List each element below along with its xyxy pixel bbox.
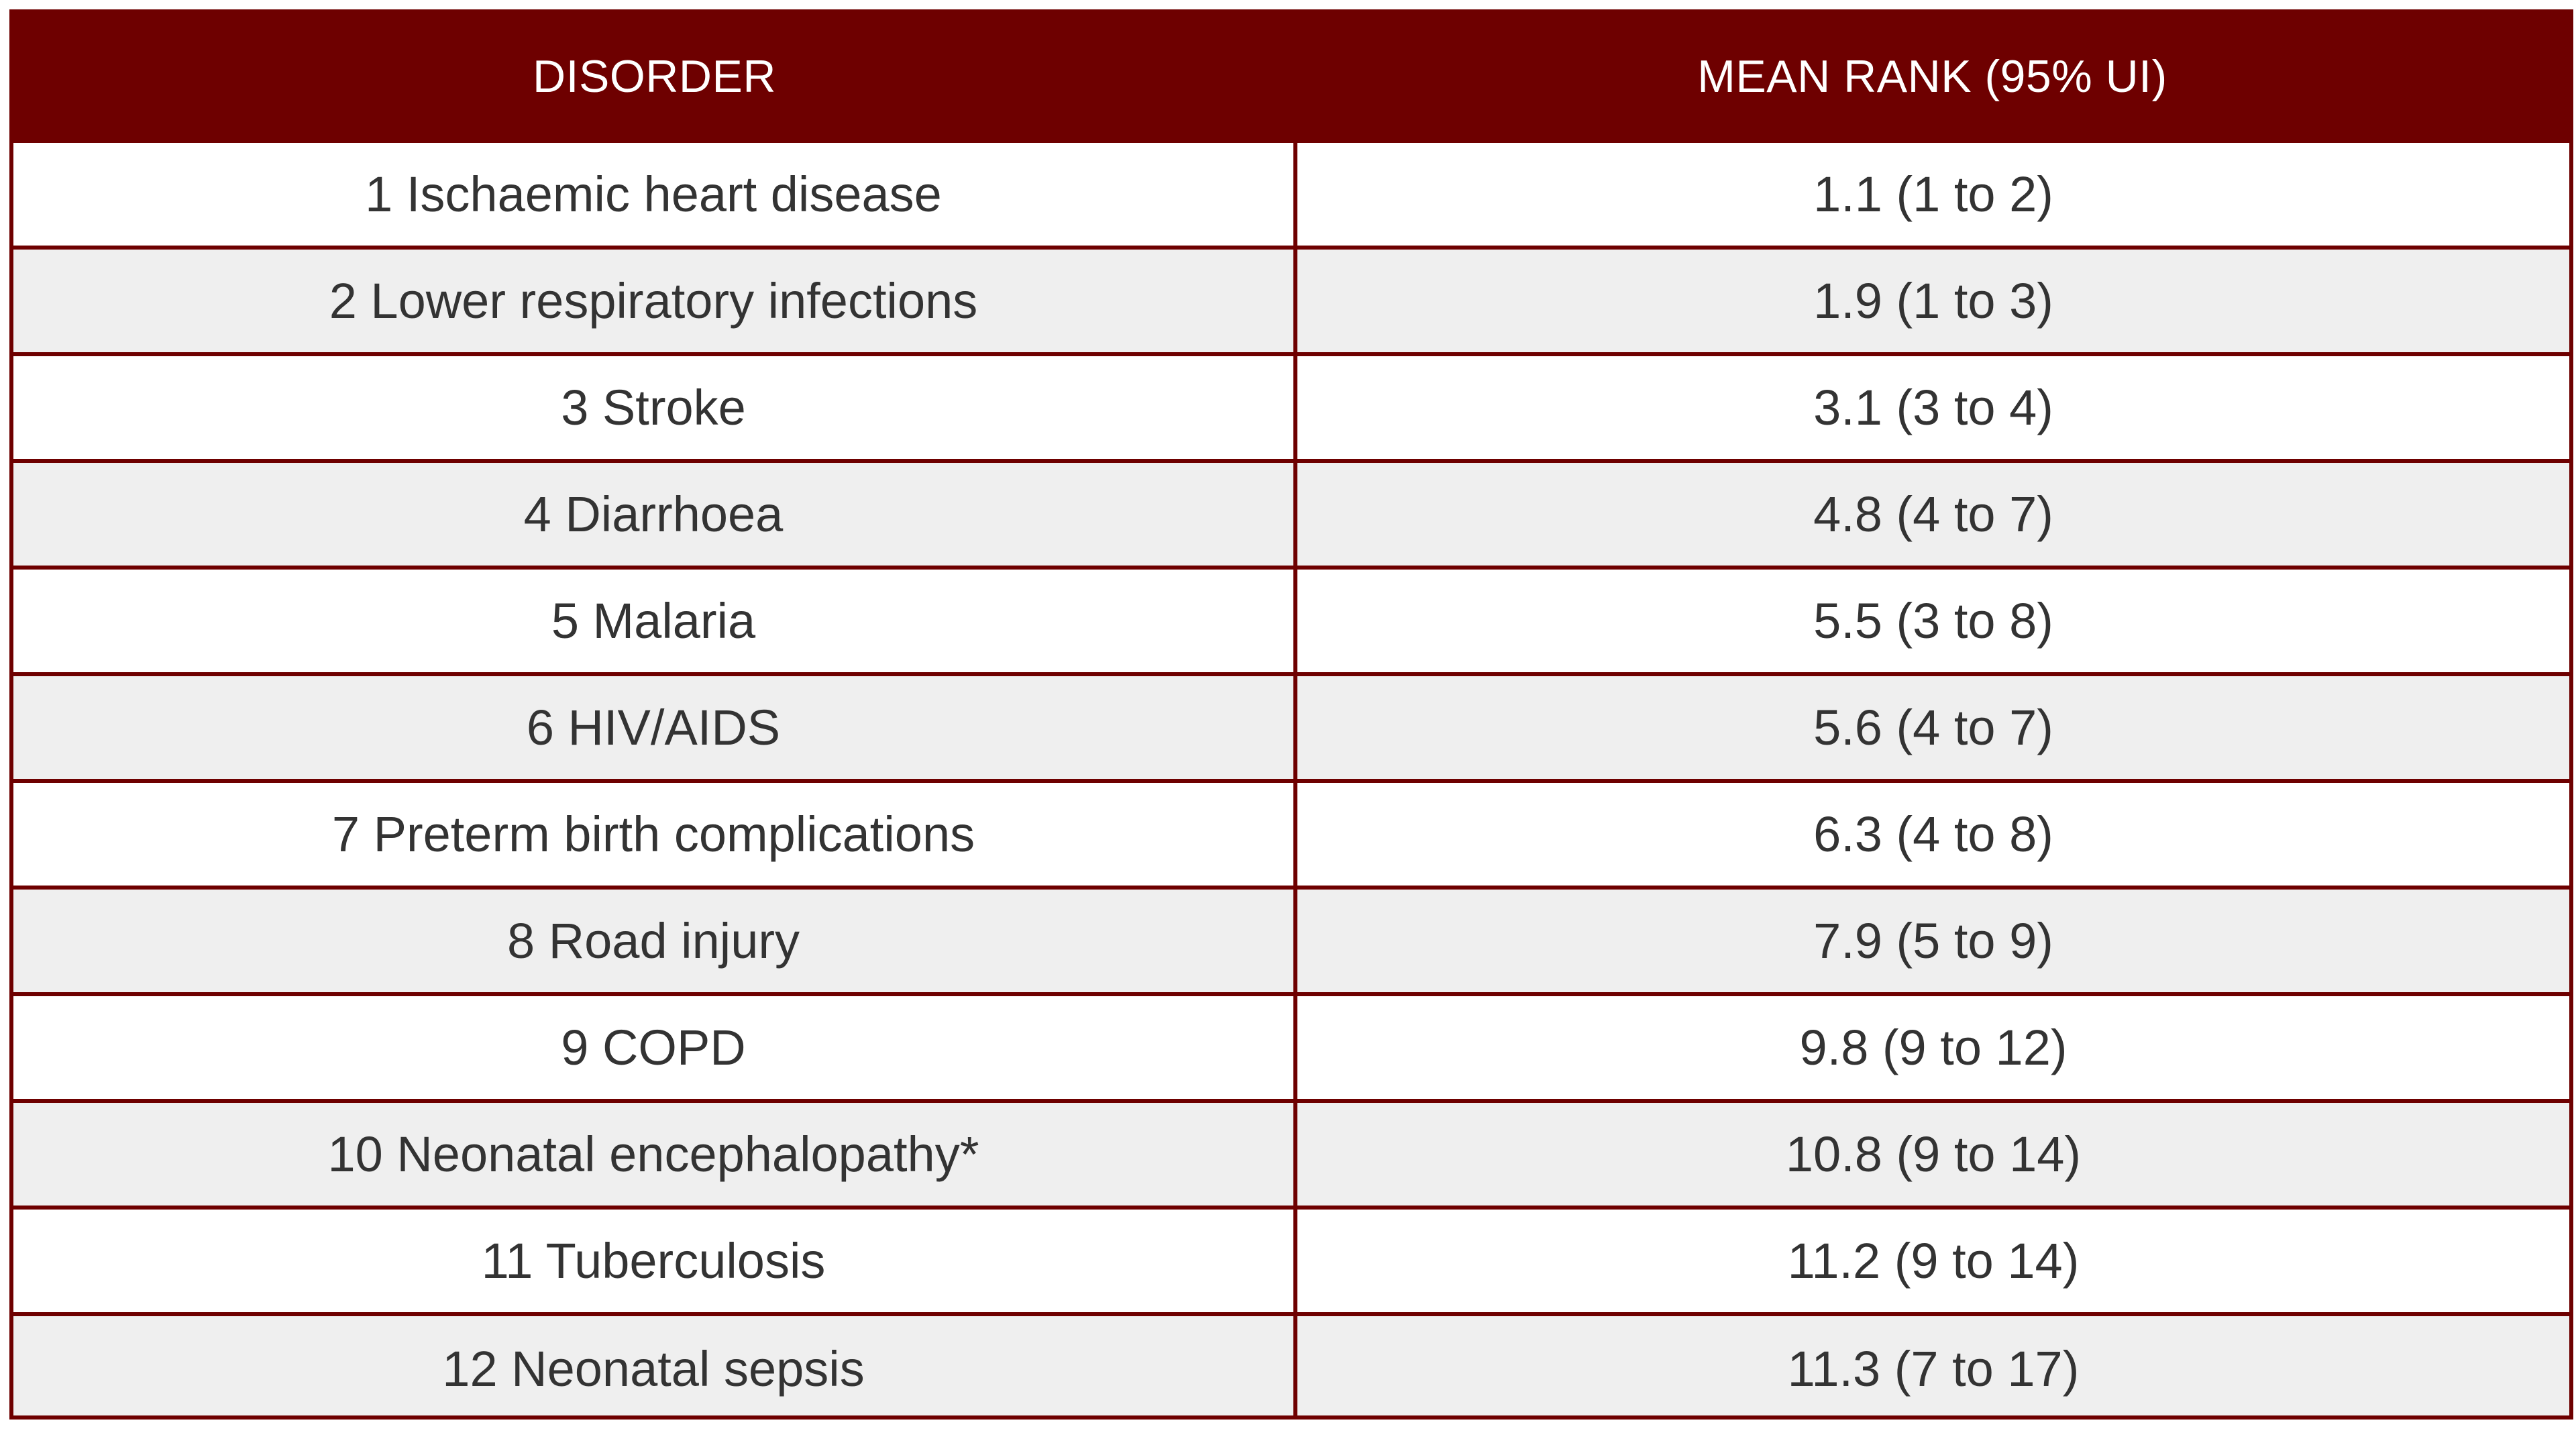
table-row: 1 Ischaemic heart disease 1.1 (1 to 2) [13, 139, 2569, 248]
table-row: 10 Neonatal encephalopathy* 10.8 (9 to 14… [13, 1099, 2569, 1208]
table-header: DISORDER MEAN RANK (95% UI) [13, 13, 2569, 141]
mean-rank-cell: 11.2 (9 to 14) [1295, 1206, 2569, 1314]
mean-rank-cell: 4.8 (4 to 7) [1295, 459, 2569, 568]
disorder-rank-table: DISORDER MEAN RANK (95% UI) 1 Ischaemic … [9, 9, 2573, 1420]
mean-rank-cell: 1.1 (1 to 2) [1295, 139, 2569, 248]
disorder-cell: 10 Neonatal encephalopathy* [13, 1099, 1297, 1208]
table-row: 2 Lower respiratory infections 1.9 (1 to … [13, 246, 2569, 354]
table-row: 6 HIV/AIDS 5.6 (4 to 7) [13, 672, 2569, 781]
header-disorder: DISORDER [13, 13, 1295, 141]
mean-rank-cell: 3.1 (3 to 4) [1295, 352, 2569, 461]
table-body: 1 Ischaemic heart disease 1.1 (1 to 2) 2 L… [13, 139, 2569, 1415]
mean-rank-cell: 9.8 (9 to 12) [1295, 992, 2569, 1101]
disorder-cell: 4 Diarrhoea [13, 459, 1297, 568]
disorder-cell: 2 Lower respiratory infections [13, 246, 1297, 354]
table-row: 9 COPD 9.8 (9 to 12) [13, 992, 2569, 1101]
disorder-cell: 8 Road injury [13, 886, 1297, 994]
header-row: DISORDER MEAN RANK (95% UI) [13, 13, 2569, 141]
disorder-cell: 6 HIV/AIDS [13, 672, 1297, 781]
disorder-cell: 7 Preterm birth complications [13, 779, 1297, 888]
table-row: 3 Stroke 3.1 (3 to 4) [13, 352, 2569, 461]
disorder-cell: 12 Neonatal sepsis [13, 1312, 1297, 1415]
table-row: 4 Diarrhoea 4.8 (4 to 7) [13, 459, 2569, 568]
disorder-cell: 5 Malaria [13, 566, 1297, 674]
table-row: 7 Preterm birth complications 6.3 (4 to 8… [13, 779, 2569, 888]
mean-rank-cell: 10.8 (9 to 14) [1295, 1099, 2569, 1208]
table-row: 11 Tuberculosis 11.2 (9 to 14) [13, 1206, 2569, 1314]
header-mean-rank: MEAN RANK (95% UI) [1295, 13, 2569, 141]
rank-table: DISORDER MEAN RANK (95% UI) 1 Ischaemic … [13, 13, 2569, 1415]
mean-rank-cell: 5.5 (3 to 8) [1295, 566, 2569, 674]
mean-rank-cell: 11.3 (7 to 17) [1295, 1312, 2569, 1415]
mean-rank-cell: 5.6 (4 to 7) [1295, 672, 2569, 781]
table-row: 5 Malaria 5.5 (3 to 8) [13, 566, 2569, 674]
table-row: 8 Road injury 7.9 (5 to 9) [13, 886, 2569, 994]
disorder-cell: 9 COPD [13, 992, 1297, 1101]
mean-rank-cell: 1.9 (1 to 3) [1295, 246, 2569, 354]
mean-rank-cell: 7.9 (5 to 9) [1295, 886, 2569, 994]
disorder-cell: 3 Stroke [13, 352, 1297, 461]
disorder-cell: 1 Ischaemic heart disease [13, 139, 1297, 248]
table-row: 12 Neonatal sepsis 11.3 (7 to 17) [13, 1312, 2569, 1415]
disorder-cell: 11 Tuberculosis [13, 1206, 1297, 1314]
mean-rank-cell: 6.3 (4 to 8) [1295, 779, 2569, 888]
